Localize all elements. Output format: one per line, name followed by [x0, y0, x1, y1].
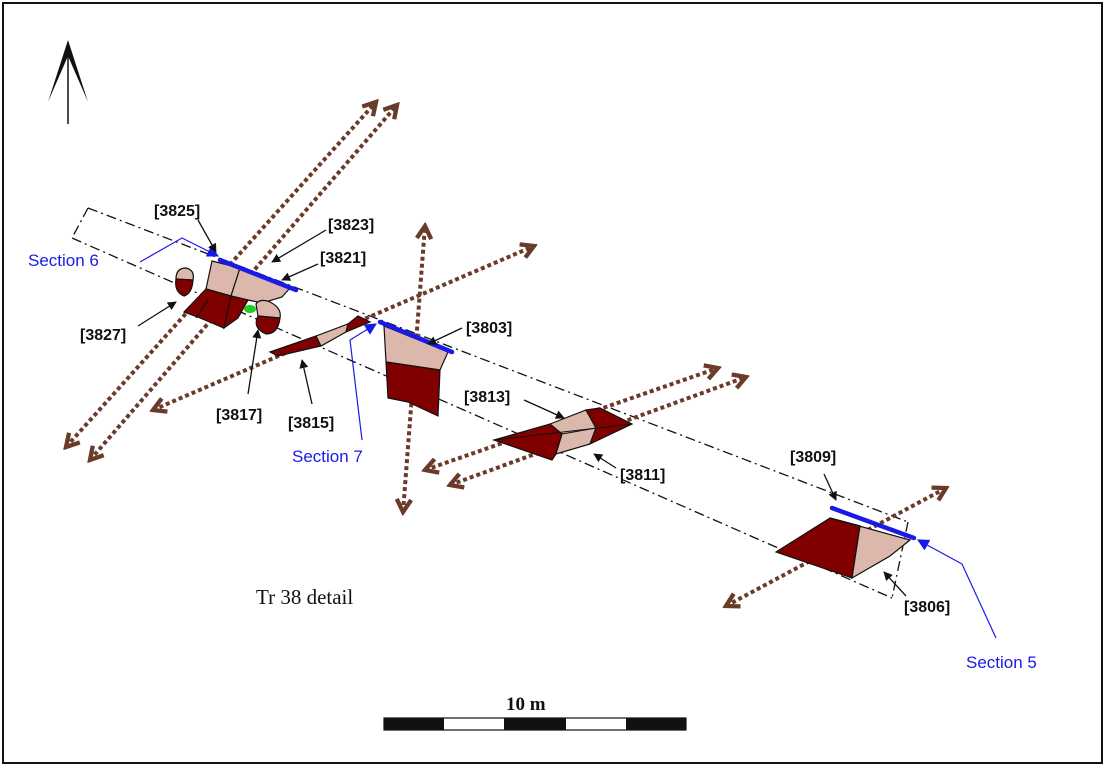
- context-label-3806: [3806]: [904, 599, 950, 616]
- context-label-3809: [3809]: [790, 449, 836, 466]
- feature-3815: [268, 335, 322, 357]
- feature-3813: [492, 423, 563, 461]
- section-6-leader: [139, 237, 220, 263]
- drain-line: [153, 246, 534, 410]
- context-label-3825: [3825]: [154, 203, 200, 220]
- section-lines: [217, 257, 917, 541]
- scale-bar: 10 m: [383, 694, 687, 731]
- context-label-3815: [3815]: [288, 415, 334, 432]
- feature-3825-lower: [182, 288, 232, 329]
- section-label-6: Section 6: [28, 251, 99, 270]
- section-5-line: [829, 505, 917, 541]
- feature-3806: [829, 517, 912, 580]
- section-6-line: [217, 257, 299, 293]
- section-7-leader: [349, 323, 378, 441]
- feature-3817-lower: [255, 315, 281, 335]
- feature-3827-lower: [175, 278, 194, 297]
- section-label-7: Section 7: [292, 447, 363, 466]
- context-label-3811: [3811]: [620, 467, 665, 484]
- section-7-line: [377, 319, 455, 355]
- context-label-3803: [3803]: [466, 320, 512, 337]
- features: [175, 260, 912, 580]
- context-label-3821: [3821]: [320, 250, 366, 267]
- section-labels: Section 6 Section 7 Section 5: [28, 251, 1037, 672]
- green-find-icon: [244, 305, 256, 313]
- context-labels: [3825] [3823] [3821] [3827] [3817] [3815…: [80, 203, 950, 616]
- feature-3823-lower: [223, 295, 249, 330]
- scale-bar-label: 10 m: [506, 694, 546, 715]
- feature-3811: [585, 407, 634, 446]
- feature-3817-upper: [255, 299, 281, 319]
- context-label-3823: [3823]: [328, 217, 374, 234]
- context-leaders: [137, 219, 907, 597]
- feature-3809: [774, 517, 861, 579]
- context-label-3827: [3827]: [80, 327, 126, 344]
- feature-3815-end: [345, 315, 372, 334]
- feature-3815-mid: [315, 323, 349, 347]
- context-label-3817: [3817]: [216, 407, 262, 424]
- feature-3803-lower: [385, 361, 441, 417]
- section-label-5: Section 5: [966, 653, 1037, 672]
- feature-3827-upper: [175, 267, 194, 283]
- context-label-3813: [3813]: [464, 389, 510, 406]
- north-arrow-icon: [48, 40, 88, 124]
- plan-title: Tr 38 detail: [256, 585, 353, 609]
- section-5-leader: [916, 539, 997, 639]
